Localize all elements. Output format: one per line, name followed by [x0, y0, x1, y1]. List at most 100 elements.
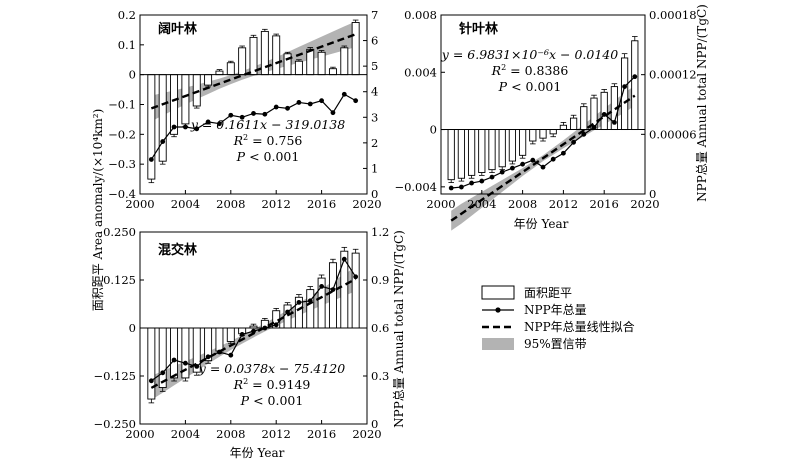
broadleaf-npp-point: [205, 119, 211, 125]
broadleaf-npp-point: [228, 112, 234, 118]
broadleaf-xtick-label: 2020: [352, 197, 381, 211]
mixed-npp-point: [319, 284, 324, 289]
mixed-ytick-label-right: 0.9: [371, 273, 389, 287]
broadleaf-bar: [215, 70, 224, 76]
legend-swatch-band: [482, 338, 514, 350]
broadleaf-ytick-label-left: −0.3: [108, 157, 136, 171]
broadleaf-r2-superscript: 2: [243, 133, 248, 142]
conifer-ytick-label-left: −0.004: [394, 180, 437, 194]
broadleaf-bar: [158, 74, 167, 162]
conifer-fit-line: [450, 94, 636, 222]
broadleaf-bar: [238, 47, 247, 76]
conifer-npp-point: [448, 185, 454, 191]
conifer-r2: R2 = 0.8386: [491, 63, 569, 78]
mixed-p-symbol: P: [240, 393, 250, 408]
mixed-r2: R2 = 0.9149: [233, 377, 311, 392]
mixed-npp-point: [160, 370, 166, 376]
mixed-npp-point: [205, 354, 211, 360]
mixed-npp-point: [353, 274, 359, 280]
conifer-bar: [569, 117, 578, 131]
legend-label-npp: NPP年总量: [524, 303, 587, 317]
broadleaf-npp-point: [160, 139, 166, 144]
mixed-ytick-label-right: 0: [371, 417, 378, 431]
broadleaf-npp-point: [341, 91, 347, 97]
broadleaf-ytick-label-left: 0.2: [118, 8, 136, 22]
broadleaf-npp-point: [217, 121, 222, 127]
conifer-ytick-label-right: 0: [649, 187, 656, 201]
conifer-ytick-label-left: 0.008: [404, 8, 437, 22]
conifer-r2-symbol: R: [491, 63, 501, 78]
conifer-p-value: < 0.001: [507, 79, 561, 94]
broadleaf-xtick-label: 2004: [171, 197, 200, 211]
broadleaf-npp-point: [194, 126, 200, 132]
conifer-bar: [467, 129, 476, 176]
mixed-xtick-label: 2004: [171, 427, 200, 441]
mixed-equation: y = 0.0378x − 75.4120: [198, 361, 345, 376]
conifer-xtick-label: 2004: [467, 197, 496, 211]
broadleaf-equation: y = 0.1611x − 319.0138: [190, 117, 345, 132]
broadleaf-ytick-label-left: −0.1: [108, 98, 136, 112]
broadleaf-p-symbol: P: [236, 149, 246, 164]
mixed-npp-point: [194, 364, 200, 369]
mixed-r2-symbol: R: [233, 377, 243, 392]
conifer-title: 针叶林: [458, 21, 498, 37]
broadleaf-bar: [260, 30, 269, 76]
broadleaf-ytick-label-left: 0: [129, 68, 136, 82]
broadleaf-r2-symbol: R: [233, 133, 243, 148]
mixed-npp-point: [307, 298, 313, 304]
conifer-npp-point: [530, 157, 536, 163]
conifer-npp-point: [601, 112, 607, 117]
mixed-ytick-label-left: 0.250: [103, 225, 136, 239]
broadleaf-bar: [328, 68, 337, 76]
mixed-npp-point: [262, 325, 268, 331]
conifer-bar: [508, 129, 517, 162]
conifer-bar: [488, 129, 496, 171]
panel-conifer: −0.004 0 0.004 0.008 0 0.00006 0.00012 0.00018 2…: [394, 8, 697, 231]
broadleaf-bar: [317, 51, 326, 76]
broadleaf-npp-point: [273, 104, 279, 110]
conifer-ytick-label-right: 0.00012: [649, 68, 697, 82]
broadleaf-ytick-label-right: 2: [371, 136, 378, 150]
mixed-bar: [351, 252, 360, 329]
conifer-bar: [529, 129, 537, 142]
conifer-xtick-label: 2000: [426, 197, 455, 211]
conifer-npp-point: [632, 74, 638, 80]
mixed-xlabel: 年份 Year: [230, 446, 285, 460]
conifer-ytick-label-left: 0: [430, 123, 437, 137]
mixed-bar: [215, 327, 224, 352]
conifer-r2-superscript: 2: [501, 63, 506, 72]
mixed-ytick-label-left: −0.250: [93, 417, 136, 431]
conifer-xtick-label: 2012: [549, 197, 578, 211]
broadleaf-ytick-label-left: −0.4: [108, 187, 136, 201]
mixed-npp-point: [171, 357, 177, 363]
conifer-bar: [518, 129, 527, 156]
broadleaf-ytick-label-left: −0.2: [108, 127, 136, 141]
broadleaf-xtick-label: 2000: [125, 197, 154, 211]
conifer-npp-point: [571, 139, 576, 145]
broadleaf-npp-point: [183, 124, 188, 130]
conifer-npp-point: [469, 180, 474, 186]
broadleaf-ytick-label-right: 3: [371, 110, 378, 124]
broadleaf-r2: R2 = 0.756: [233, 133, 303, 148]
panel-broadleaf: −0.4 −0.3 −0.2 −0.1 0 0.1 0.2 0 1 2 3 4 5 6 7 2000 2004 2…: [108, 8, 382, 211]
broadleaf-ytick-label-right: 5: [371, 59, 378, 73]
broadleaf-bar: [192, 74, 201, 107]
mixed-npp-point: [228, 352, 234, 358]
mixed-ytick-label-left: 0: [129, 321, 136, 335]
mixed-bar: [306, 289, 315, 329]
broadleaf-npp-point: [296, 100, 302, 105]
conifer-p: P < 0.001: [498, 79, 562, 94]
legend-swatch-npp-dot: [495, 307, 501, 313]
conifer-ytick-label-right: 0.00006: [649, 127, 697, 141]
mixed-npp-point: [239, 332, 245, 337]
conifer-bar: [600, 91, 608, 131]
broadleaf-title: 阔叶林: [158, 21, 197, 37]
conifer-npp-point: [550, 156, 556, 162]
conifer-npp-point: [459, 184, 464, 190]
conifer-npp-point: [581, 131, 587, 137]
mixed-xtick-label: 2012: [262, 427, 291, 441]
mixed-p-value: < 0.001: [249, 393, 303, 408]
mixed-npp-point: [251, 328, 256, 334]
conifer-bar: [478, 129, 486, 173]
